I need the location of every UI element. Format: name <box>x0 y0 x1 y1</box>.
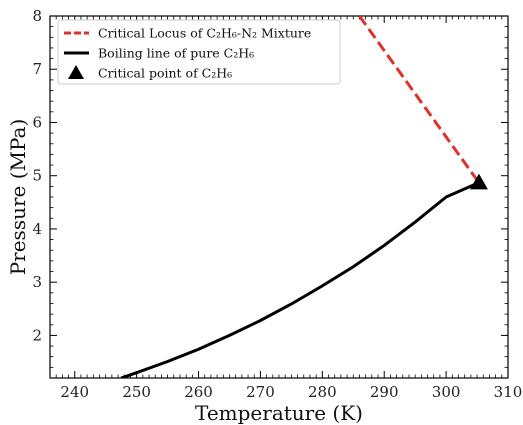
x-tick-label: 300 <box>432 383 461 401</box>
x-tick-label: 260 <box>184 383 213 401</box>
y-tick-label: 8 <box>32 7 42 25</box>
y-tick-label: 6 <box>32 113 42 131</box>
x-tick-label: 270 <box>246 383 275 401</box>
critical-locus-line <box>358 16 481 184</box>
legend-box <box>57 19 341 85</box>
x-tick-label: 290 <box>370 383 399 401</box>
x-axis-title: Temperature (K) <box>195 401 363 425</box>
y-tick-label: 3 <box>32 273 42 291</box>
y-tick-label: 7 <box>32 60 42 78</box>
legend-label: Critical Locus of C₂H₆-N₂ Mixture <box>98 26 311 41</box>
y-tick-label: 5 <box>32 167 42 185</box>
x-tick-label: 310 <box>494 383 523 401</box>
x-tick-label: 250 <box>122 383 151 401</box>
x-tick-label: 280 <box>308 383 337 401</box>
x-tick-label: 240 <box>60 383 89 401</box>
critical-point-marker <box>469 173 488 190</box>
boiling-line <box>120 181 480 378</box>
y-tick-label: 4 <box>32 220 42 238</box>
legend-marker-triangle <box>68 65 84 79</box>
legend-label: Boiling line of pure C₂H₆ <box>98 46 254 61</box>
y-tick-label: 2 <box>32 326 42 344</box>
legend-label: Critical point of C₂H₆ <box>98 66 232 81</box>
y-axis-title: Pressure (MPa) <box>6 119 30 276</box>
